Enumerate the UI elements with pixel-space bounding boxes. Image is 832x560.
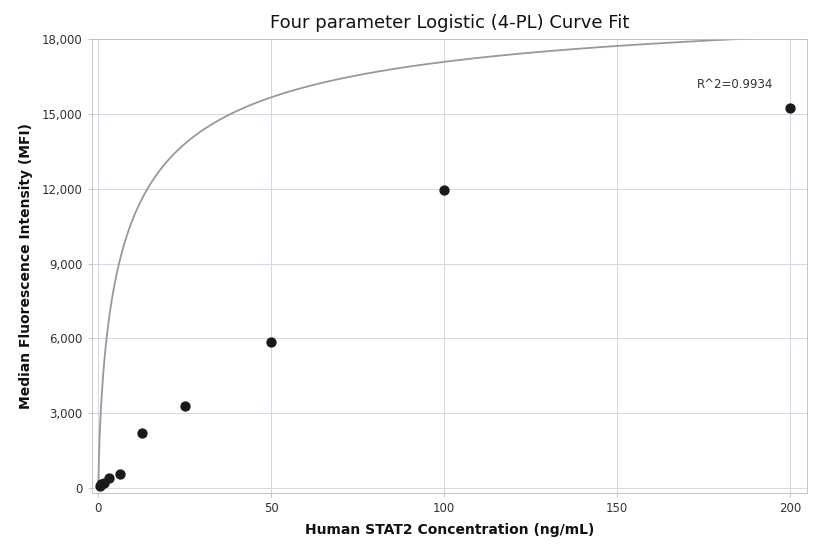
Point: [783, 103, 796, 112]
Point: [93, 482, 106, 491]
Point: [135, 428, 148, 437]
X-axis label: Human STAT2 Concentration (ng/mL): Human STAT2 Concentration (ng/mL): [305, 523, 594, 537]
Point: [438, 185, 451, 194]
Point: [178, 401, 191, 410]
Point: [95, 479, 108, 488]
Point: [113, 470, 126, 479]
Y-axis label: Median Fluorescence Intensity (MFI): Median Fluorescence Intensity (MFI): [19, 123, 33, 409]
Point: [97, 478, 111, 487]
Point: [265, 338, 278, 347]
Point: [102, 474, 116, 483]
Text: R^2=0.9934: R^2=0.9934: [696, 78, 773, 91]
Title: Four parameter Logistic (4-PL) Curve Fit: Four parameter Logistic (4-PL) Curve Fit: [270, 14, 629, 32]
